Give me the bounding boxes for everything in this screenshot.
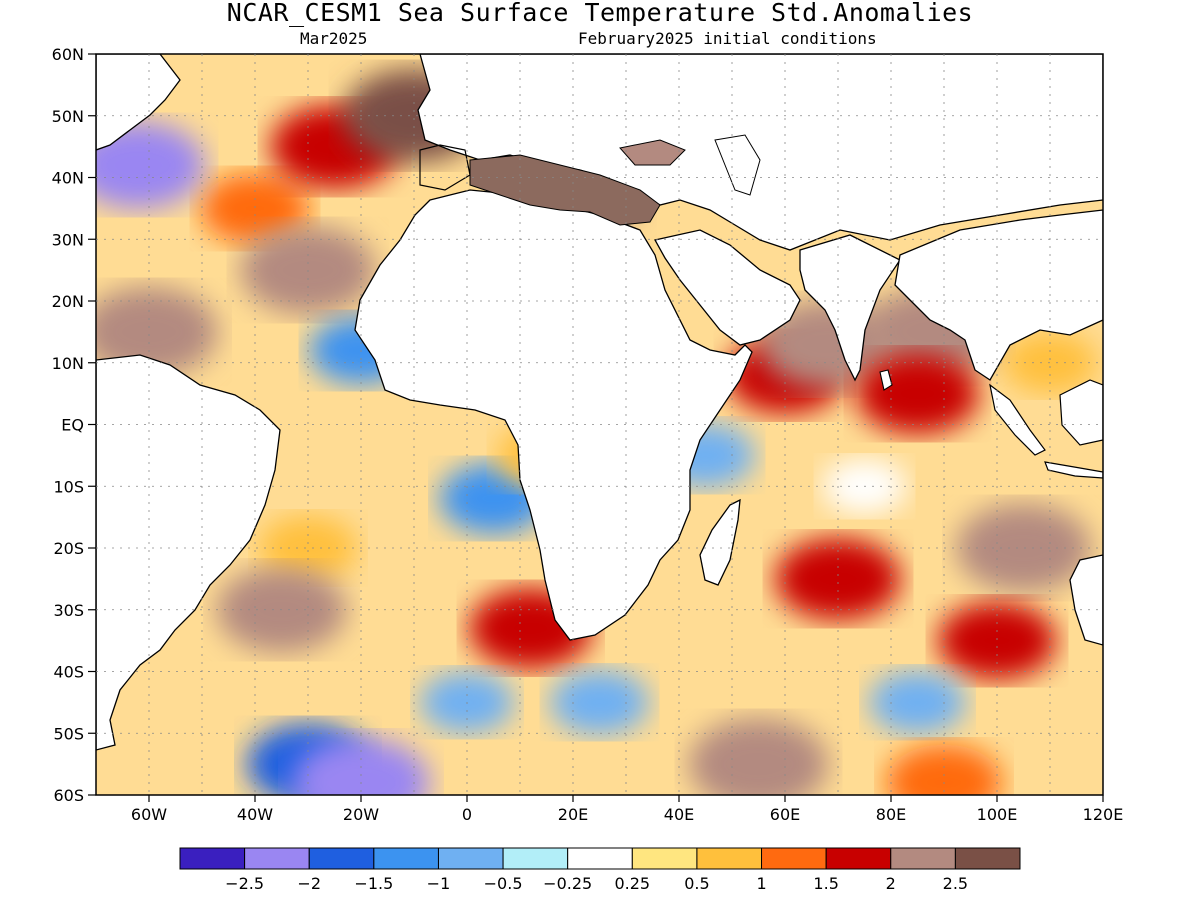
- latitude-tick-label: 40S: [53, 663, 84, 682]
- colorbar-swatch: [373, 847, 439, 870]
- colorbar-swatch: [567, 847, 633, 870]
- madagascar-landmass: [699, 498, 741, 586]
- colorbar-label: −0.5: [484, 874, 523, 893]
- plot-area: [96, 54, 1103, 795]
- colorbar-swatch: [631, 847, 698, 870]
- africa-landmass: [354, 189, 753, 641]
- map-title: NCAR_CESM1 Sea Surface Temperature Std.A…: [226, 0, 974, 27]
- longitude-tick-label: 100E: [977, 805, 1018, 824]
- colorbar-swatch: [308, 847, 375, 870]
- anomaly-patch: [96, 286, 218, 378]
- latitude-labels: 60N 50N 40N 30N 20N 10N EQ 10S 20S 30S 40S 50S 60S: [52, 45, 96, 805]
- latitude-tick-label: 10S: [53, 477, 84, 496]
- colorbar-label: 2.5: [943, 874, 968, 893]
- anomaly-patch: [200, 172, 310, 244]
- south-america-landmass: [96, 354, 281, 751]
- anomaly-patch: [775, 537, 901, 621]
- longitude-tick-label: 40E: [664, 805, 694, 824]
- anomaly-patch: [869, 670, 966, 734]
- latitude-tick-label: 10N: [52, 354, 84, 373]
- colorbar-label: 0.5: [684, 874, 709, 893]
- colorbar-label: 1.5: [813, 874, 838, 893]
- latitude-tick-label: 30S: [53, 601, 84, 620]
- anomaly-patch: [937, 601, 1057, 680]
- anomaly-patch: [96, 121, 205, 209]
- longitude-tick-label: 40W: [237, 805, 273, 824]
- colorbar-swatch: [502, 847, 569, 870]
- valid-month-label: Mar2025: [300, 29, 368, 48]
- anomaly-patch: [258, 515, 358, 581]
- longitude-tick-label: 80E: [876, 805, 906, 824]
- latitude-tick-label: 20N: [52, 292, 84, 311]
- latitude-tick-label: 50S: [53, 724, 84, 743]
- latitude-tick-label: EQ: [61, 416, 84, 435]
- anomaly-patch: [955, 503, 1092, 593]
- caspian-sea: [714, 134, 761, 196]
- colorbar-swatch: [437, 847, 504, 870]
- arabia-landmass: [654, 229, 801, 346]
- colorbar-label: −0.25: [543, 874, 592, 893]
- colorbar-label: −2: [297, 874, 321, 893]
- colorbar-label: 0.25: [614, 874, 650, 893]
- colorbar-swatch: [244, 847, 310, 870]
- sumatra-island: [989, 383, 1046, 456]
- latitude-tick-label: 60N: [52, 45, 84, 64]
- latitude-tick-label: 20S: [53, 539, 84, 558]
- latitude-tick-label: 40N: [52, 169, 84, 188]
- colorbar-label: 2: [886, 874, 896, 893]
- colorbar: −2.5 −2 −1.5 −1 −0.5 −0.25 0.25 0.5 1 1.5 2 2.5: [179, 847, 1021, 893]
- colorbar-swatch: [696, 847, 763, 870]
- borneo-island: [1059, 379, 1103, 446]
- colorbar-swatch: [954, 847, 1021, 870]
- colorbar-label: −1.5: [354, 874, 393, 893]
- colorbar-label: −2.5: [225, 874, 264, 893]
- eurasia-landmass: [417, 54, 1103, 251]
- land-layer: [96, 54, 1103, 751]
- java-island: [1044, 461, 1103, 479]
- southeast-asia-landmass: [894, 209, 1103, 381]
- sri-lanka-island: [879, 369, 893, 391]
- colorbar-label: −1: [427, 874, 451, 893]
- longitude-labels: 60W 40W 20W 0 20E 40E 60E 80E 100E 120E: [131, 795, 1123, 824]
- anomaly-patch: [688, 718, 829, 795]
- longitude-tick-label: 60W: [131, 805, 167, 824]
- anomaly-patch: [886, 744, 1002, 795]
- latitude-tick-label: 60S: [53, 786, 84, 805]
- anomaly-patch: [549, 669, 650, 735]
- colorbar-swatch: [890, 847, 956, 870]
- latitude-tick-label: 50N: [52, 107, 84, 126]
- iberia-outline: [419, 144, 471, 191]
- colorbar-label: 1: [756, 874, 766, 893]
- anomaly-patch: [855, 353, 980, 435]
- colorbar-swatch: [761, 847, 827, 870]
- black-sea: [619, 139, 686, 166]
- india-landmass: [799, 234, 901, 382]
- australia-landmass: [1069, 554, 1103, 646]
- mediterranean-sea: [469, 154, 661, 226]
- longitude-tick-label: 60E: [770, 805, 800, 824]
- gridlines: [96, 54, 1103, 795]
- longitude-tick-label: 0: [462, 805, 472, 824]
- north-america-landmass: [96, 54, 181, 151]
- colorbar-swatch: [825, 847, 892, 870]
- colorbar-swatch: [179, 847, 246, 870]
- longitude-tick-label: 20W: [343, 805, 379, 824]
- longitude-tick-label: 20E: [558, 805, 588, 824]
- longitude-tick-label: 120E: [1083, 805, 1124, 824]
- init-conditions-label: February2025 initial conditions: [578, 29, 877, 48]
- latitude-tick-label: 30N: [52, 230, 84, 249]
